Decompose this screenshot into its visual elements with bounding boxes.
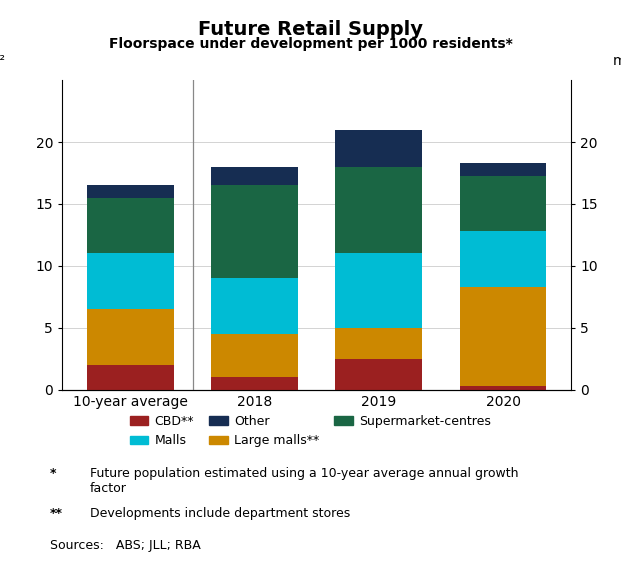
Text: Sources:   ABS; JLL; RBA: Sources: ABS; JLL; RBA — [50, 539, 201, 552]
Bar — [87, 198, 174, 253]
Bar — [211, 334, 298, 377]
Text: Floorspace under development per 1000 residents*: Floorspace under development per 1000 re… — [109, 37, 512, 51]
Bar — [460, 386, 546, 390]
Bar — [460, 231, 546, 287]
Bar — [460, 163, 546, 175]
Bar — [335, 253, 422, 328]
Text: *: * — [50, 467, 56, 480]
Bar — [87, 253, 174, 309]
Text: **: ** — [50, 507, 63, 520]
Text: m²: m² — [0, 54, 6, 68]
Bar — [87, 186, 174, 198]
Bar — [211, 377, 298, 390]
Legend: CBD**, Malls, Other, Large malls**, Supermarket-centres: CBD**, Malls, Other, Large malls**, Supe… — [125, 410, 496, 453]
Bar — [335, 129, 422, 167]
Bar — [87, 309, 174, 365]
Text: Developments include department stores: Developments include department stores — [90, 507, 350, 520]
Bar — [211, 278, 298, 334]
Text: m²: m² — [613, 54, 621, 68]
Bar — [87, 365, 174, 390]
Bar — [335, 328, 422, 359]
Bar — [460, 287, 546, 386]
Text: Future Retail Supply: Future Retail Supply — [198, 20, 423, 39]
Text: Future population estimated using a 10-year average annual growth
factor: Future population estimated using a 10-y… — [90, 467, 519, 495]
Bar — [211, 167, 298, 186]
Bar — [211, 186, 298, 278]
Bar — [335, 167, 422, 253]
Bar — [335, 359, 422, 390]
Bar — [460, 175, 546, 231]
